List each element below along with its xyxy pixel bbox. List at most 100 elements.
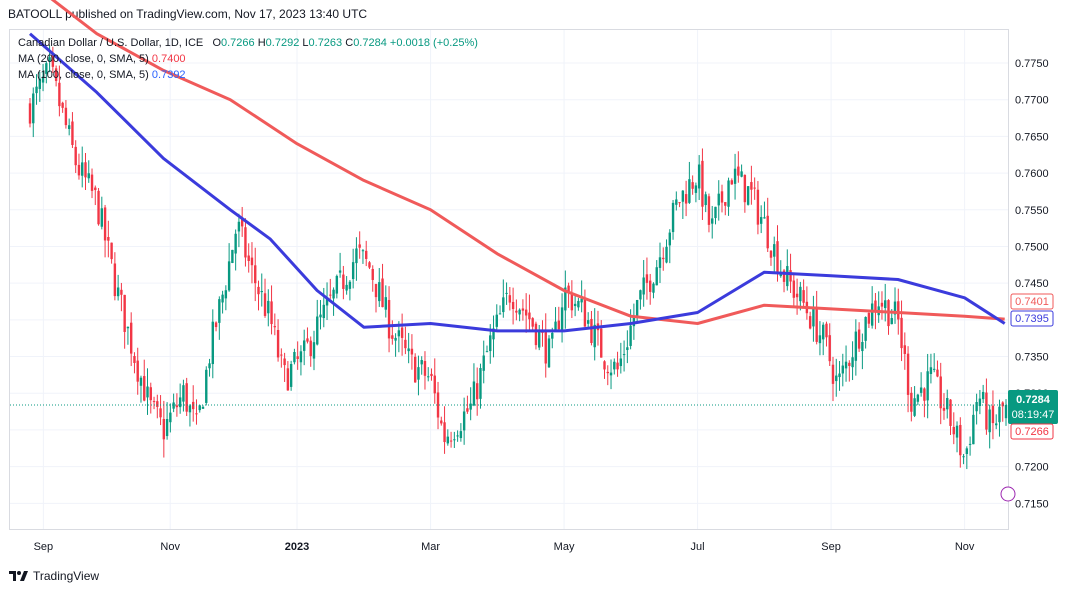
candle-body	[746, 186, 750, 205]
candle-body	[978, 398, 982, 407]
candle-body	[1004, 404, 1008, 419]
candle-body	[707, 196, 711, 225]
candle-body	[221, 294, 224, 303]
candle-body	[420, 360, 423, 365]
candle-body	[985, 392, 988, 430]
candle-body	[462, 411, 466, 431]
price-tick-label: 0.7150	[1015, 498, 1049, 510]
candle-body	[655, 267, 658, 286]
candle-body	[280, 354, 283, 356]
candle-body	[671, 202, 675, 233]
candle-body	[443, 422, 446, 443]
candle-body	[391, 335, 394, 339]
close-value: 0.7284	[353, 37, 387, 49]
candle-body	[257, 286, 260, 295]
candle-body	[146, 386, 149, 398]
candle-body	[900, 317, 903, 349]
candle-body	[720, 191, 724, 203]
ma100-value: 0.7392	[151, 69, 186, 81]
candle-body	[71, 121, 74, 145]
low-value: 0.7263	[308, 37, 343, 49]
high-value: 0.7292	[265, 37, 300, 49]
candle-body	[867, 312, 871, 324]
candle-body	[946, 398, 949, 410]
candle-body	[547, 338, 551, 368]
candle-body	[312, 342, 316, 359]
candle-body	[606, 371, 609, 374]
candle-body	[763, 217, 766, 219]
time-tick-label: Sep	[34, 541, 54, 553]
chart-legend: Canadian Dollar / U.S. Dollar, 1D, ICE O…	[18, 35, 478, 83]
candle-body	[724, 202, 727, 206]
candle-body	[234, 233, 237, 254]
candle-body	[955, 425, 959, 438]
candle-body	[107, 237, 110, 241]
candle-body	[384, 297, 387, 310]
svg-text:0.7395: 0.7395	[1015, 313, 1049, 325]
candle-body	[446, 436, 450, 444]
candle-body	[786, 266, 789, 287]
candle-body	[247, 255, 250, 261]
candle-body	[325, 298, 329, 306]
candle-body	[90, 174, 94, 191]
time-tick-label: Nov	[160, 541, 180, 553]
candle-body	[32, 93, 35, 124]
candle-body	[185, 383, 188, 412]
candle-body	[345, 284, 348, 291]
candle-body	[730, 180, 734, 185]
candle-body	[348, 281, 352, 289]
candle-body	[825, 323, 828, 338]
candle-body	[113, 263, 117, 297]
candle-body	[120, 289, 123, 295]
candle-body	[456, 435, 459, 437]
candle-body	[995, 423, 998, 426]
candle-body	[87, 173, 90, 179]
high-label: H	[257, 37, 266, 49]
candle-body	[678, 202, 681, 204]
open-price-badge: 0.7266	[1010, 423, 1054, 440]
tradingview-logo-text: TradingView	[33, 569, 100, 583]
candle-body	[172, 402, 175, 409]
ma200-label[interactable]: MA (200, close, 0, SMA, 5)	[18, 53, 149, 65]
candle-body	[740, 171, 743, 177]
candle-body	[28, 103, 32, 124]
candle-body	[952, 426, 955, 435]
candle-body	[959, 424, 962, 456]
candle-body	[645, 274, 649, 283]
candle-body	[802, 290, 805, 303]
candle-body	[652, 283, 655, 293]
candle-body	[609, 372, 613, 376]
candle-body	[466, 408, 469, 412]
event-marker-icon[interactable]	[1000, 486, 1016, 502]
open-value: 0.7266	[221, 37, 255, 49]
candle-body	[521, 308, 525, 311]
time-tick-label: Jul	[691, 541, 705, 553]
candle-body	[400, 327, 404, 338]
candle-body	[518, 309, 521, 315]
candle-body	[81, 162, 84, 176]
candle-body	[103, 207, 107, 241]
price-tick-label: 0.7200	[1015, 462, 1049, 474]
candle-body	[622, 354, 626, 356]
candle-body	[998, 406, 1001, 423]
candle-body	[773, 244, 776, 257]
ma100-label[interactable]: MA (100, close, 0, SMA, 5)	[18, 69, 149, 81]
candle-body	[316, 316, 319, 345]
candle-body	[417, 367, 420, 380]
candle-body	[750, 182, 753, 190]
candle-body	[270, 301, 273, 325]
svg-text:0.7266: 0.7266	[1015, 426, 1049, 438]
candle-body	[717, 193, 720, 206]
chart-frame[interactable]	[9, 29, 1009, 530]
candle-body	[361, 250, 365, 252]
time-axis: Sep Nov 2023 Mar May Jul Sep Nov	[34, 541, 975, 553]
candle-body	[884, 300, 887, 309]
tradingview-logo[interactable]: TradingView	[9, 569, 99, 583]
candle-body	[874, 300, 877, 312]
candle-body	[861, 341, 864, 352]
candle-body	[936, 369, 939, 377]
candle-body	[214, 322, 218, 328]
symbol-name[interactable]: Canadian Dollar / U.S. Dollar, 1D, ICE	[18, 37, 204, 49]
price-tick-label: 0.7450	[1015, 278, 1049, 290]
